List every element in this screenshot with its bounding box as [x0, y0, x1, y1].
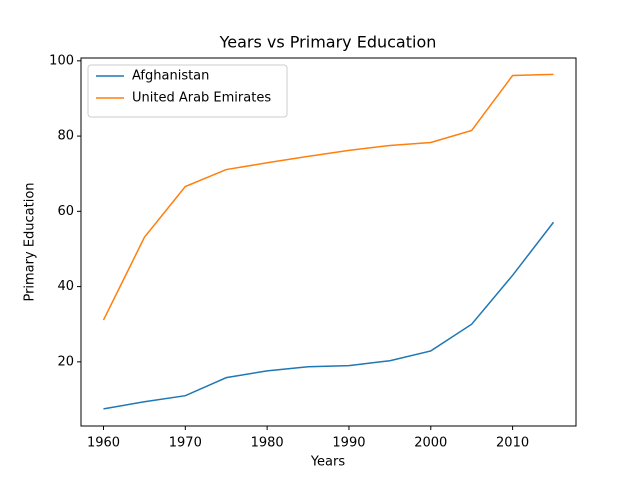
- x-axis-label: Years: [310, 455, 346, 470]
- legend-box: [87, 64, 288, 118]
- legend-label: Afghanistan: [132, 69, 209, 84]
- y-tick-label: 80: [57, 129, 74, 144]
- axes-frame: [80, 57, 577, 427]
- y-tick-label: 60: [57, 204, 74, 219]
- x-tick-label: 2000: [414, 436, 447, 451]
- chart-title: Years vs Primary Education: [219, 33, 437, 52]
- x-tick-label: 1960: [87, 436, 120, 451]
- x-tick-label: 1980: [251, 436, 284, 451]
- y-tick-label: 20: [57, 354, 74, 369]
- y-tick-label: 40: [57, 279, 74, 294]
- x-tick-label: 1970: [169, 436, 202, 451]
- line-series: [103, 221, 555, 410]
- x-tick-label: 2010: [496, 436, 529, 451]
- y-tick-label: 100: [49, 53, 74, 68]
- line-series: [102, 73, 554, 321]
- legend-label: United Arab Emirates: [132, 91, 271, 106]
- x-tick-label: 1990: [332, 436, 365, 451]
- y-axis-label: Primary Education: [23, 182, 38, 301]
